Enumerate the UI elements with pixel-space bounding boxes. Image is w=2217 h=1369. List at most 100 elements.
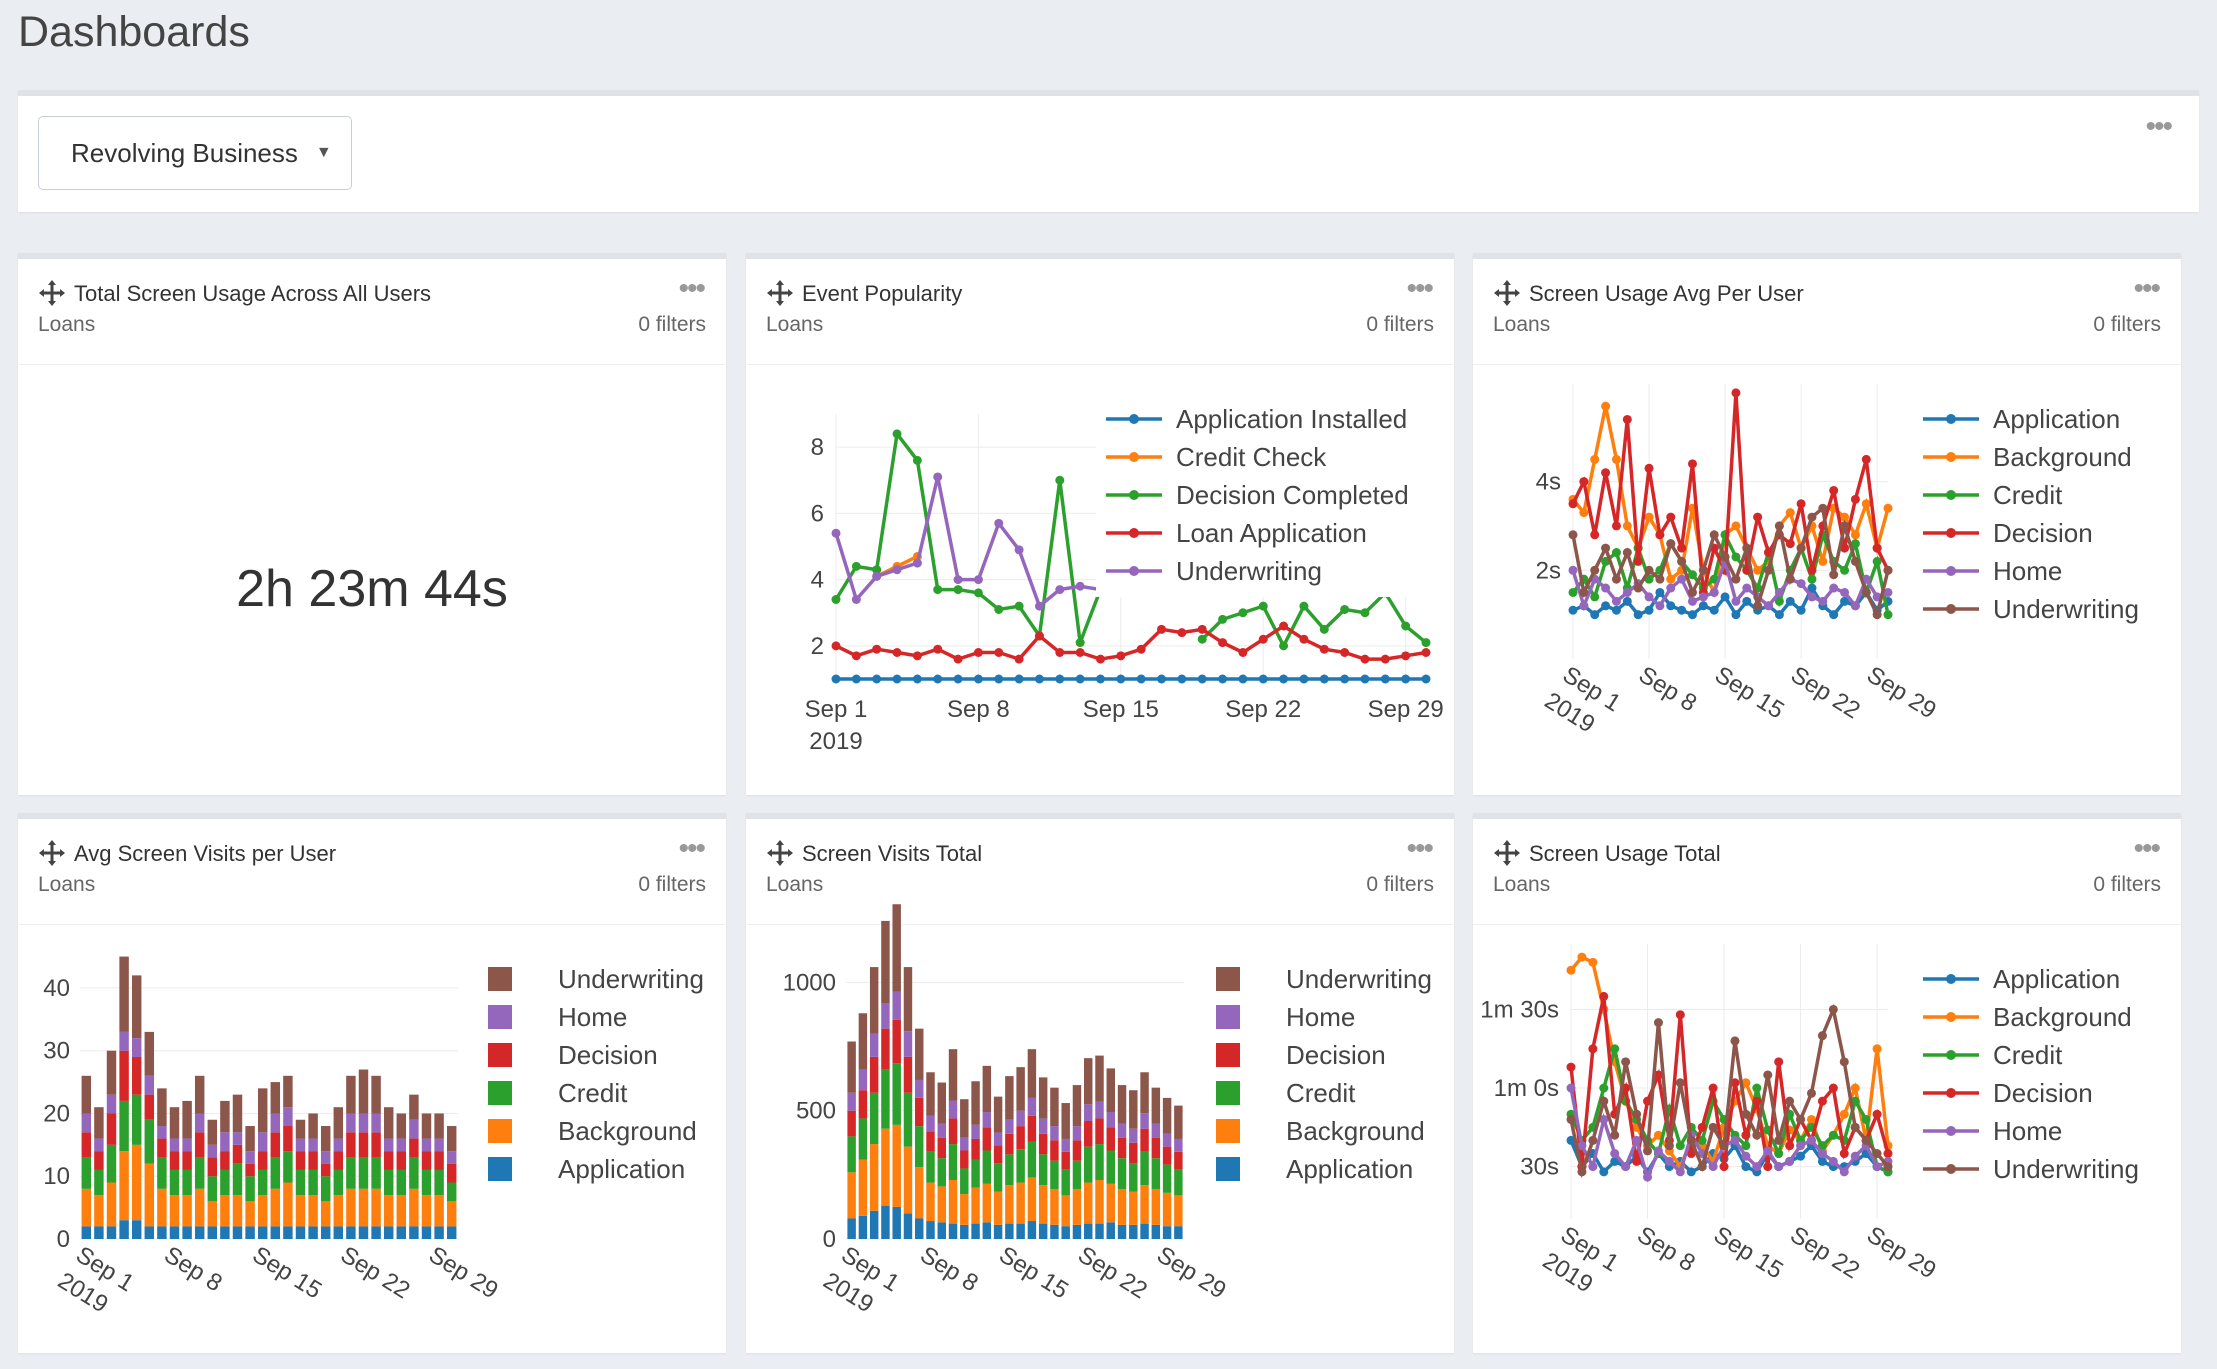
bar-segment: [194, 1075, 205, 1114]
bar-segment: [308, 1169, 318, 1196]
bar-segment: [1027, 1221, 1037, 1239]
data-point: [1014, 601, 1024, 611]
data-point: [953, 674, 963, 684]
data-point: [1643, 1172, 1653, 1182]
bar-segment: [308, 1195, 318, 1227]
card-filters[interactable]: 0 filters: [2093, 313, 2161, 336]
data-point: [1579, 508, 1589, 518]
card-filters[interactable]: 0 filters: [638, 873, 706, 896]
bar-segment: [1095, 1223, 1104, 1239]
bar-segment: [847, 1092, 856, 1111]
move-icon[interactable]: [38, 279, 66, 307]
bar-segment: [157, 1157, 167, 1189]
data-point: [1753, 512, 1763, 522]
bar-segment: [446, 1151, 457, 1164]
data-point: [1883, 565, 1893, 575]
legend-label: Underwriting: [1993, 594, 2139, 624]
card-filters[interactable]: 0 filters: [638, 313, 706, 336]
data-point: [1588, 957, 1598, 967]
data-point: [1157, 624, 1167, 634]
data-point: [1621, 1057, 1631, 1067]
data-point: [1319, 624, 1329, 634]
bar-segment: [1174, 1226, 1183, 1239]
data-point: [1872, 1162, 1882, 1172]
card-event-popularity: Event Popularity Loans 0 filters ••• 2 4 6…: [746, 253, 1454, 795]
y-tick-label: 4: [811, 567, 824, 594]
data-point: [1360, 608, 1370, 618]
legend-label: Home: [1286, 1002, 1355, 1032]
data-point: [1719, 1141, 1729, 1151]
card-filters[interactable]: 0 filters: [1366, 313, 1434, 336]
card-more-icon[interactable]: •••: [678, 272, 705, 305]
data-point: [1742, 543, 1752, 553]
data-point: [851, 561, 861, 571]
bar-segment: [270, 1132, 281, 1158]
bar-segment: [993, 1191, 1003, 1225]
bar-segment: [245, 1176, 255, 1202]
data-point: [1828, 1083, 1838, 1093]
card-subtitle: Loans: [38, 873, 96, 896]
legend-swatch: [1216, 1005, 1240, 1029]
bar-segment: [1151, 1123, 1161, 1138]
bar-segment: [858, 1013, 868, 1070]
card-filters[interactable]: 0 filters: [2093, 873, 2161, 896]
bar-segment: [1162, 1192, 1172, 1227]
bar-segment: [982, 1112, 992, 1128]
bar-segment: [937, 1137, 946, 1159]
y-tick-label: 0: [57, 1226, 70, 1253]
move-icon[interactable]: [1493, 279, 1521, 307]
dashboard-selector-dropdown[interactable]: Revolving Business ▼: [38, 116, 352, 190]
bar-segment: [881, 1069, 890, 1129]
card-filters[interactable]: 0 filters: [1366, 873, 1434, 896]
bar-segment: [847, 1041, 856, 1093]
legend-swatch: [488, 967, 512, 991]
data-point: [1872, 1149, 1882, 1159]
bar-segment: [915, 1218, 924, 1239]
card-header: Total Screen Usage Across All Users Loan…: [18, 259, 726, 365]
bar-segment: [144, 1031, 155, 1076]
data-point: [1796, 1114, 1806, 1124]
data-point: [1850, 1151, 1860, 1161]
bar-segment: [1061, 1195, 1070, 1227]
data-point: [1014, 674, 1024, 684]
bar-segment: [320, 1176, 331, 1202]
more-options-icon[interactable]: •••: [2145, 110, 2172, 143]
legend-swatch: [1216, 1157, 1240, 1181]
legend-swatch: [1216, 1043, 1240, 1067]
legend-marker: [1946, 566, 1956, 576]
bar-segment: [937, 1158, 946, 1187]
data-point: [1741, 1109, 1751, 1119]
data-point: [1840, 587, 1850, 597]
event-popularity-chart: 2 4 6 8 Sep 1 Sep 8 Sep 15 Sep 22 Sep 29 2019 Appl…: [805, 397, 1444, 755]
bar-segment: [207, 1226, 218, 1239]
bar-segment: [1084, 1121, 1093, 1147]
data-point: [1883, 610, 1893, 620]
bar-segment: [1084, 1182, 1093, 1224]
move-icon[interactable]: [766, 839, 794, 867]
data-point: [1850, 1122, 1860, 1132]
legend-label: Loan Application: [1176, 518, 1367, 548]
data-point: [1730, 1036, 1740, 1046]
bar-segment: [847, 1136, 856, 1173]
data-point: [1034, 674, 1044, 684]
move-icon[interactable]: [1493, 839, 1521, 867]
move-icon[interactable]: [766, 279, 794, 307]
card-title: Screen Usage Avg Per User: [1529, 281, 1804, 306]
data-point: [1686, 1149, 1696, 1159]
data-point: [1687, 587, 1697, 597]
bar-segment: [106, 1144, 117, 1183]
data-point: [1675, 1010, 1685, 1020]
move-icon[interactable]: [38, 839, 66, 867]
bar-segment: [194, 1188, 205, 1227]
bar-segment: [358, 1188, 369, 1227]
data-point: [1666, 583, 1676, 593]
bar-segment: [346, 1132, 356, 1158]
data-point: [1677, 605, 1687, 615]
bar-segment: [371, 1113, 381, 1133]
bar-segment: [1061, 1103, 1070, 1139]
data-point: [973, 674, 983, 684]
x-tick-label: Sep 22: [1785, 1221, 1864, 1284]
bar-segment: [131, 975, 142, 1039]
legend-marker: [1129, 566, 1139, 576]
